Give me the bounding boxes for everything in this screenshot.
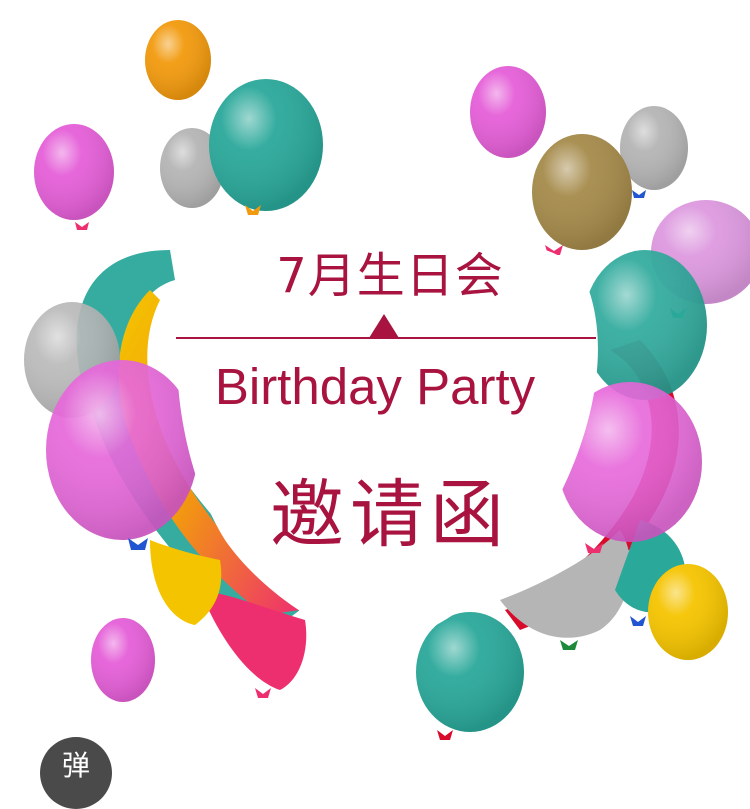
balloon-magenta-top-right [470, 66, 546, 158]
balloon-magenta-left [34, 124, 114, 230]
balloon-teal-top [209, 79, 323, 215]
balloon-magenta-bottom-left [91, 618, 155, 702]
balloon-teal-large-right [583, 250, 707, 400]
balloon-yellow-bottom-right [648, 564, 728, 660]
balloon-gray-top-right [620, 106, 688, 198]
balloon-teal-bottom [416, 612, 524, 740]
balloon-gray-top-left [160, 128, 224, 208]
heart-center [177, 239, 598, 650]
balloon-magenta-large-left [46, 360, 198, 550]
balloon-brown-right [532, 134, 632, 255]
bow-green-bottom-right [560, 640, 578, 650]
balloon-magenta-right-lower [558, 382, 702, 553]
balloon-orange-top [145, 20, 211, 100]
danmaku-toggle-button[interactable]: 弹 [40, 737, 112, 809]
balloon-illustration [24, 20, 750, 740]
bow-blue-bottom-right [630, 616, 646, 626]
bow-pink-bottom-left [255, 688, 271, 698]
